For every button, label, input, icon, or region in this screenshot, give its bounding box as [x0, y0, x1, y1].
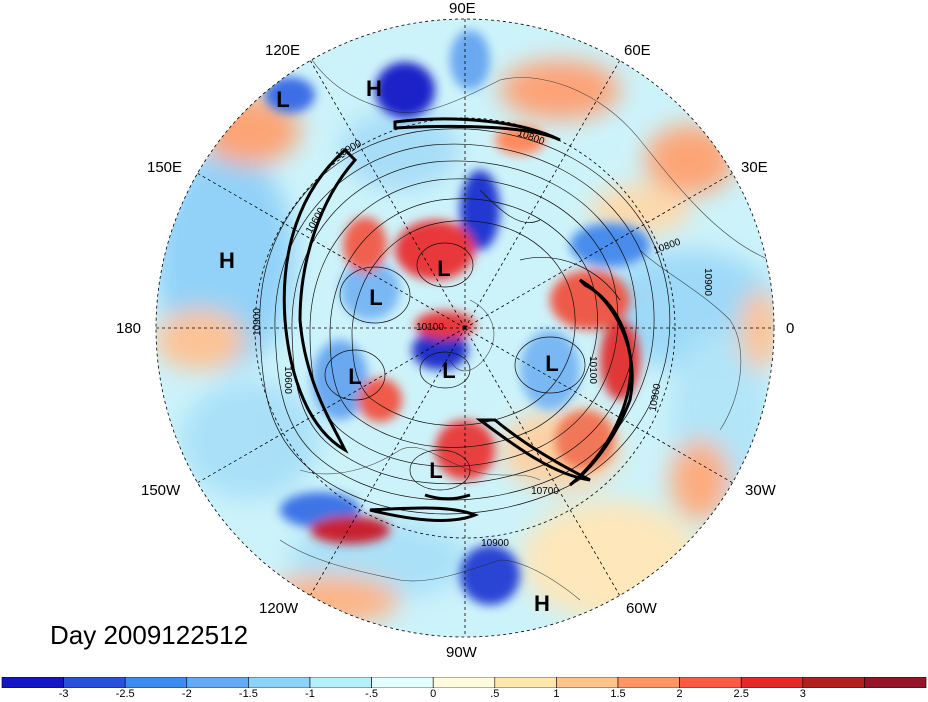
longitude-label-0: 0 — [786, 320, 795, 337]
colorbar-swatch — [556, 677, 619, 688]
high-pressure-center: H — [366, 76, 382, 101]
longitude-label-150w: 150W — [141, 482, 181, 499]
geopotential-contours — [259, 128, 671, 515]
pressure-center-labels: H L H L L L L L L H — [219, 76, 559, 616]
colorbar-tick-label: -2.5 — [115, 688, 135, 700]
colorbar-tick-label: 0 — [430, 688, 437, 700]
colorbar-swatch — [1, 677, 64, 688]
low-pressure-center: L — [437, 256, 450, 281]
colorbar-tick-label: -3 — [58, 688, 69, 700]
day-label: Day 2009122512 — [50, 620, 249, 650]
longitude-label-180: 180 — [116, 320, 142, 337]
low-pressure-center: L — [429, 458, 442, 483]
low-pressure-center: L — [545, 351, 558, 376]
polar-stereographic-map: H L H L L L L L L H 10800 10900 10600 10… — [155, 18, 775, 638]
colorbar-swatch — [432, 677, 496, 688]
low-pressure-center: L — [369, 285, 382, 310]
longitude-label-60w: 60W — [626, 600, 657, 617]
colorbar — [1, 677, 927, 688]
colorbar-tick-label: -.5 — [365, 688, 379, 700]
contour-label: 10100 — [587, 356, 598, 384]
colorbar-tick-label: .5 — [490, 688, 500, 700]
jet-stream-contours — [282, 117, 634, 522]
colorbar-swatch — [309, 677, 372, 688]
colorbar-tick-label: 3 — [799, 688, 806, 700]
colorbar-swatch — [63, 677, 126, 688]
colorbar-swatch — [864, 677, 927, 688]
high-pressure-center: H — [219, 248, 235, 273]
colorbar-swatch — [802, 677, 865, 688]
longitude-label-120e: 120E — [265, 42, 301, 59]
colorbar-tick-label: 2.5 — [733, 688, 749, 700]
high-pressure-center: H — [534, 591, 550, 616]
colorbar-swatch — [124, 677, 188, 688]
colorbar-tick-label: -2 — [181, 688, 192, 700]
longitude-label-150e: 150E — [147, 159, 183, 176]
map-boundary — [155, 18, 775, 638]
longitude-label-90w: 90W — [446, 644, 477, 661]
longitude-label-30e: 30E — [741, 159, 768, 176]
longitude-label-60e: 60E — [624, 42, 651, 59]
colorbar-tick-label: 1 — [553, 688, 560, 700]
colorbar-swatch — [617, 677, 680, 688]
colorbar-swatch — [740, 677, 804, 688]
longitude-label-30w: 30W — [745, 482, 776, 499]
contour-label: 10700 — [531, 486, 559, 497]
colorbar-swatch — [679, 677, 742, 688]
colorbar-tick-label: -1 — [305, 688, 315, 700]
colorbar-tick-label: 1.5 — [610, 688, 626, 700]
colorbar-swatch — [248, 677, 311, 688]
colorbar-tick-label: -1.5 — [238, 688, 258, 700]
low-pressure-center: L — [442, 358, 455, 383]
contour-label: 10900 — [702, 268, 713, 296]
low-pressure-center: L — [276, 87, 289, 112]
colorbar-tick-label: 2 — [676, 688, 683, 700]
contour-label: 10600 — [282, 366, 293, 394]
contour-label: 10900 — [252, 308, 263, 336]
contour-label: 10900 — [481, 538, 509, 549]
colorbar-swatch — [494, 677, 557, 688]
colorbar-swatch — [371, 677, 434, 688]
longitude-label-120w: 120W — [259, 600, 299, 617]
longitude-label-90e: 90E — [449, 0, 476, 17]
contour-label: 10900 — [648, 382, 664, 412]
low-pressure-center: L — [348, 364, 361, 389]
coastlines — [279, 39, 771, 601]
colorbar-swatch — [186, 677, 249, 688]
graticule — [156, 19, 774, 637]
contour-label: 10100 — [416, 322, 444, 333]
